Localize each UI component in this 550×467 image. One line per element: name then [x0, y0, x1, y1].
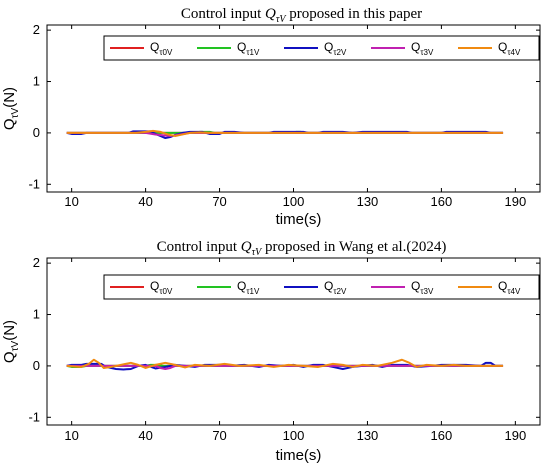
x-tick-label: 190	[504, 194, 526, 209]
x-tick-label: 40	[138, 428, 152, 443]
x-tick-label: 190	[504, 428, 526, 443]
x-axis-label: time(s)	[276, 211, 322, 228]
y-tick-label: 1	[33, 307, 40, 322]
legend: Qτ0V Qτ1V Qτ2V Qτ3V Qτ4V	[103, 35, 540, 61]
series-line-τ4V	[66, 129, 504, 137]
chart-title: Control input QτV proposed in Wang et al…	[157, 239, 447, 258]
chart-panel-1: Control input QτV proposed in this paper…	[1, 6, 541, 228]
legend-label-τ2V: Qτ2V	[324, 279, 347, 296]
y-tick-label: 0	[33, 125, 40, 140]
y-tick-label: 2	[33, 255, 40, 270]
x-tick-label: 100	[283, 194, 305, 209]
y-axis-label: QτV(N)	[1, 87, 21, 130]
legend-label-τ2V: Qτ2V	[324, 40, 347, 57]
y-tick-label: -1	[28, 176, 40, 191]
y-axis-label: QτV(N)	[1, 320, 21, 363]
legend: Qτ0V Qτ1V Qτ2V Qτ3V Qτ4V	[103, 274, 540, 300]
chart-title: Control input QτV proposed in this paper	[181, 6, 422, 25]
x-axis-label: time(s)	[276, 447, 322, 464]
x-tick-label: 160	[431, 428, 453, 443]
x-tick-label: 130	[357, 194, 379, 209]
x-tick-label: 130	[357, 428, 379, 443]
legend-label-τ3V: Qτ3V	[411, 40, 434, 57]
x-tick-label: 10	[64, 194, 78, 209]
y-tick-label: -1	[28, 409, 40, 424]
x-tick-label: 70	[212, 428, 226, 443]
chart-panel-2: Control input QτV proposed in Wang et al…	[1, 239, 541, 464]
legend-label-τ4V: Qτ4V	[498, 279, 521, 296]
x-tick-label: 160	[431, 194, 453, 209]
x-tick-label: 100	[283, 428, 305, 443]
y-tick-label: 1	[33, 74, 40, 89]
y-tick-label: 2	[33, 22, 40, 37]
legend-label-τ3V: Qτ3V	[411, 279, 434, 296]
legend-label-τ1V: Qτ1V	[237, 279, 260, 296]
legend-label-τ0V: Qτ0V	[150, 279, 173, 296]
x-tick-label: 40	[138, 194, 152, 209]
legend-label-τ0V: Qτ0V	[150, 40, 173, 57]
series-line-τ4V	[66, 358, 504, 369]
x-tick-label: 10	[64, 428, 78, 443]
legend-label-τ1V: Qτ1V	[237, 40, 260, 57]
legend-label-τ4V: Qτ4V	[498, 40, 521, 57]
y-tick-label: 0	[33, 358, 40, 373]
x-tick-label: 70	[212, 194, 226, 209]
